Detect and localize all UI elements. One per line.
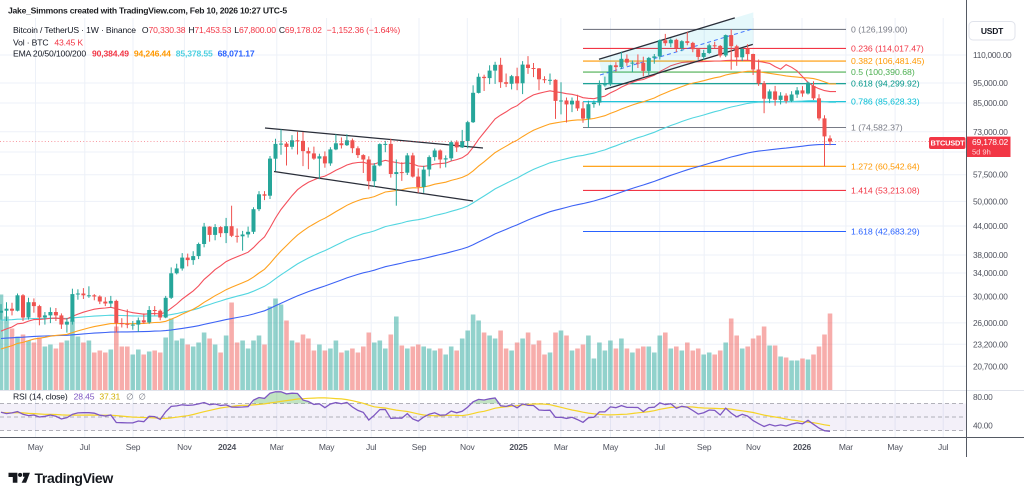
svg-text:40.00: 40.00 <box>973 421 993 431</box>
svg-text:Mar: Mar <box>554 442 568 452</box>
svg-text:95,000.00: 95,000.00 <box>973 78 1008 88</box>
svg-text:2024: 2024 <box>218 442 237 452</box>
svg-text:Jake_Simmons created with Trad: Jake_Simmons created with TradingView.co… <box>8 6 287 16</box>
svg-text:Sep: Sep <box>126 442 141 452</box>
svg-text:0 (126,199.00): 0 (126,199.00) <box>851 24 908 34</box>
svg-text:May: May <box>319 442 335 452</box>
svg-text:34,000.00: 34,000.00 <box>973 268 1008 278</box>
svg-text:26,000.00: 26,000.00 <box>973 318 1008 328</box>
svg-text:Sep: Sep <box>697 442 712 452</box>
svg-text:Jul: Jul <box>80 442 91 452</box>
svg-text:80.00: 80.00 <box>973 392 993 402</box>
svg-text:0.786 (85,628.33): 0.786 (85,628.33) <box>851 97 920 107</box>
svg-text:85,000.00: 85,000.00 <box>973 98 1008 108</box>
svg-text:Nov: Nov <box>460 442 475 452</box>
svg-text:23,200.00: 23,200.00 <box>973 339 1008 349</box>
svg-text:38,000.00: 38,000.00 <box>973 250 1008 260</box>
svg-text:2025: 2025 <box>509 442 528 452</box>
svg-text:May: May <box>603 442 619 452</box>
svg-text:USDT: USDT <box>981 26 1004 36</box>
svg-text:May: May <box>28 442 44 452</box>
svg-text:50,000.00: 50,000.00 <box>973 196 1008 206</box>
svg-text:73,000.00: 73,000.00 <box>973 127 1008 137</box>
svg-text:Mar: Mar <box>270 442 284 452</box>
svg-text:0.236 (114,017.47): 0.236 (114,017.47) <box>851 43 924 53</box>
svg-text:69,178.02: 69,178.02 <box>972 137 1008 147</box>
svg-text:0.382 (106,481.45): 0.382 (106,481.45) <box>851 56 925 66</box>
svg-text:Jul: Jul <box>655 442 666 452</box>
svg-text:20,700.00: 20,700.00 <box>973 361 1008 371</box>
svg-text:Jul: Jul <box>938 442 949 452</box>
svg-text:Nov: Nov <box>177 442 192 452</box>
svg-text:57,500.00: 57,500.00 <box>973 170 1008 180</box>
svg-text:1.414 (53,213.08): 1.414 (53,213.08) <box>851 185 920 195</box>
svg-text:TradingView: TradingView <box>35 470 114 486</box>
svg-text:2026: 2026 <box>793 442 812 452</box>
svg-text:Sep: Sep <box>412 442 427 452</box>
svg-text:May: May <box>887 442 903 452</box>
svg-text:BTCUSDT: BTCUSDT <box>931 139 966 148</box>
svg-text:0.618 (94,299.92): 0.618 (94,299.92) <box>851 79 920 89</box>
svg-text:44,000.00: 44,000.00 <box>973 221 1008 231</box>
svg-text:0.5 (100,390.68): 0.5 (100,390.68) <box>851 67 915 77</box>
svg-text:30,000.00: 30,000.00 <box>973 291 1008 301</box>
svg-text:1.618 (42,683.29): 1.618 (42,683.29) <box>851 227 920 237</box>
svg-text:5d 9h: 5d 9h <box>972 148 991 157</box>
svg-text:Mar: Mar <box>839 442 853 452</box>
svg-text:Bitcoin / TetherUS · 1W · Bina: Bitcoin / TetherUS · 1W · Binance O70,330… <box>13 25 400 35</box>
svg-text:110,000.00: 110,000.00 <box>973 50 1012 60</box>
svg-text:Nov: Nov <box>746 442 761 452</box>
svg-text:1.272 (60,542.64): 1.272 (60,542.64) <box>851 161 920 171</box>
svg-text:1 (74,582.37): 1 (74,582.37) <box>851 123 903 133</box>
svg-text:Jul: Jul <box>366 442 377 452</box>
